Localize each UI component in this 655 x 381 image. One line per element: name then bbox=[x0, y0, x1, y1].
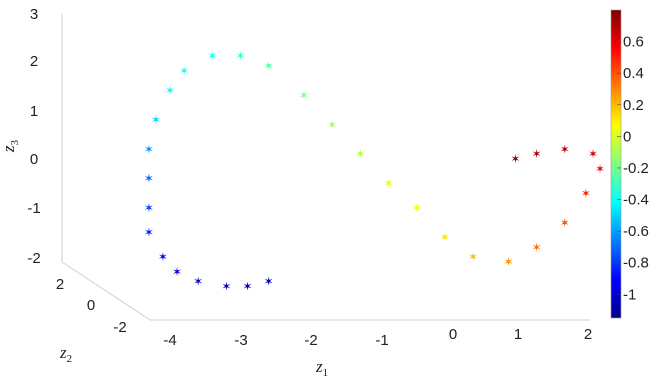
data-point: ✶ bbox=[179, 64, 189, 78]
data-point: ✶ bbox=[158, 250, 168, 264]
colorbar-tick-label: 0.6 bbox=[623, 34, 644, 51]
colorbar bbox=[610, 9, 622, 319]
axes-box bbox=[61, 14, 590, 321]
z3-tick: -1 bbox=[27, 200, 40, 217]
data-point: ✶ bbox=[581, 186, 591, 200]
z3-tick: 3 bbox=[30, 6, 38, 23]
colorbar-tick-label: 0.2 bbox=[623, 97, 644, 114]
data-point: ✶ bbox=[243, 280, 253, 294]
data-point: ✶ bbox=[560, 142, 570, 156]
data-point: ✶ bbox=[440, 231, 450, 245]
data-point: ✶ bbox=[384, 177, 394, 191]
data-point: ✶ bbox=[144, 201, 154, 215]
z1-tick-labels: -4 -3 -2 -1 0 1 2 bbox=[163, 326, 592, 349]
z1-tick: -2 bbox=[304, 332, 317, 349]
colorbar-tick-labels: 0.6 0.4 0.2 0 -0.2 -0.4 -0.6 -0.8 -1 bbox=[617, 34, 649, 303]
data-point: ✶ bbox=[532, 147, 542, 161]
colorbar-tick-label: 0 bbox=[623, 128, 631, 145]
data-point: ✶ bbox=[468, 250, 478, 264]
z2-tick: 0 bbox=[87, 297, 95, 314]
data-point: ✶ bbox=[588, 147, 598, 161]
data-point: ✶ bbox=[595, 162, 605, 176]
z2-tick: -2 bbox=[113, 319, 126, 336]
z3-tick-labels: 3 2 1 0 -1 -2 bbox=[27, 6, 40, 267]
data-point: ✶ bbox=[299, 88, 309, 102]
z1-tick: -4 bbox=[163, 332, 176, 349]
z3-tick: -2 bbox=[27, 250, 40, 267]
data-point: ✶ bbox=[193, 275, 203, 289]
colorbar-tick-label: -0.6 bbox=[623, 223, 649, 240]
data-point: ✶ bbox=[355, 147, 365, 161]
data-point: ✶ bbox=[412, 201, 422, 215]
colorbar-tick-label: 0.4 bbox=[623, 65, 644, 82]
z1-tick: 1 bbox=[514, 326, 522, 343]
z1-tick: -3 bbox=[234, 332, 247, 349]
data-point: ✶ bbox=[207, 49, 217, 63]
data-point: ✶ bbox=[560, 216, 570, 230]
z1-tick: 0 bbox=[449, 326, 457, 343]
data-point: ✶ bbox=[532, 240, 542, 254]
z3-tick: 1 bbox=[30, 103, 38, 120]
data-point: ✶ bbox=[172, 265, 182, 279]
z2-tick: 2 bbox=[56, 276, 64, 293]
data-point: ✶ bbox=[151, 113, 161, 127]
z1-tick: 2 bbox=[584, 326, 592, 343]
data-point: ✶ bbox=[503, 255, 513, 269]
z3-tick: 2 bbox=[30, 53, 38, 70]
colorbar-tick-label: -0.8 bbox=[623, 255, 649, 272]
z2-axis-label: z2 bbox=[59, 343, 72, 365]
data-point: ✶ bbox=[144, 226, 154, 240]
data-point: ✶ bbox=[264, 59, 274, 73]
data-point: ✶ bbox=[165, 84, 175, 98]
data-point: ✶ bbox=[264, 275, 274, 289]
z3-axis-label: z3 bbox=[0, 139, 21, 153]
colorbar-tick-label: -1 bbox=[623, 286, 636, 303]
data-point: ✶ bbox=[510, 152, 520, 166]
data-point: ✶ bbox=[327, 118, 337, 132]
data-points: ✶✶✶✶✶✶✶✶✶✶✶✶✶✶ ✶✶✶✶✶✶✶✶✶ ✶✶✶✶✶✶✶✶✶ bbox=[144, 49, 605, 293]
colorbar-tick-label: -0.4 bbox=[623, 192, 649, 209]
data-point: ✶ bbox=[144, 142, 154, 156]
z1-tick: -1 bbox=[375, 332, 388, 349]
data-point: ✶ bbox=[144, 172, 154, 186]
data-point: ✶ bbox=[221, 280, 231, 294]
colorbar-tick-label: -0.2 bbox=[623, 160, 649, 177]
z1-axis-label: z1 bbox=[315, 357, 328, 379]
data-point: ✶ bbox=[235, 49, 245, 63]
z2-tick-labels: 2 0 -2 bbox=[56, 276, 127, 336]
z3-tick: 0 bbox=[30, 151, 38, 168]
